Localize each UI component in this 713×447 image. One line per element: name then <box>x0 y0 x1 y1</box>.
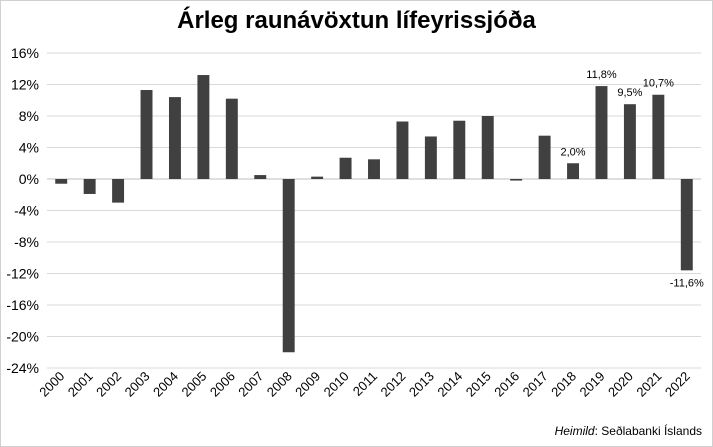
bar <box>510 179 523 181</box>
bar <box>481 116 494 179</box>
data-label: 9,5% <box>617 87 642 99</box>
x-tick-label: 2018 <box>548 369 579 400</box>
x-tick-label: 2020 <box>605 369 636 400</box>
source-label: Heimild <box>554 424 595 438</box>
x-tick-label: 2017 <box>520 369 551 400</box>
bar <box>112 179 125 203</box>
x-tick-label: 2003 <box>122 369 153 400</box>
x-tick-label: 2014 <box>434 369 465 400</box>
source-note: Heimild: Seðlabanki Íslands <box>555 424 702 438</box>
x-tick-label: 2001 <box>65 369 96 400</box>
bar <box>254 175 267 179</box>
bar <box>168 97 181 179</box>
bar <box>368 159 380 179</box>
bar <box>538 135 551 179</box>
bar <box>55 179 68 184</box>
data-label: 11,8% <box>586 69 617 81</box>
y-tick-label: -8% <box>14 234 39 250</box>
chart-title: Árleg raunávöxtun lífeyrissjóða <box>177 7 536 34</box>
bar <box>652 94 665 179</box>
bar <box>225 98 238 179</box>
y-tick-label: 12% <box>11 77 39 93</box>
y-tick-label: 0% <box>19 171 39 187</box>
x-tick-label: 2019 <box>577 369 608 400</box>
x-tick-label: 2006 <box>207 369 238 400</box>
y-tick-label: 8% <box>19 108 39 124</box>
bar <box>623 104 636 179</box>
x-tick-label: 2010 <box>321 369 352 400</box>
y-tick-label: -16% <box>6 297 39 313</box>
bar <box>83 179 96 194</box>
x-tick-label: 2009 <box>292 369 323 400</box>
bar <box>140 90 153 179</box>
bar <box>595 86 608 179</box>
y-tick-label: -4% <box>14 203 39 219</box>
bar <box>282 179 295 353</box>
bar <box>339 157 352 179</box>
bar <box>680 179 693 271</box>
x-tick-label: 2004 <box>150 369 181 400</box>
x-tick-label: 2013 <box>406 369 437 400</box>
bar <box>453 120 466 179</box>
bar <box>567 163 580 179</box>
y-tick-label: 16% <box>11 45 39 61</box>
bar <box>311 176 324 179</box>
data-label: 10,7% <box>643 78 674 90</box>
x-tick-label: 2022 <box>662 369 693 400</box>
x-tick-label: 2012 <box>377 369 408 400</box>
x-tick-label: 2016 <box>491 369 522 400</box>
y-tick-label: 4% <box>19 140 39 156</box>
y-tick-label: -12% <box>6 266 39 282</box>
x-tick-label: 2002 <box>93 369 124 400</box>
bar <box>396 121 409 179</box>
x-tick-label: 2007 <box>235 369 266 400</box>
x-tick-label: 2000 <box>36 369 67 400</box>
x-tick-label: 2011 <box>350 369 380 399</box>
bar <box>424 136 437 179</box>
x-tick-label: 2015 <box>463 369 494 400</box>
data-label: 2,0% <box>561 146 586 158</box>
data-label: -11,6% <box>670 277 704 289</box>
y-tick-label: -24% <box>6 360 39 376</box>
bar <box>197 75 210 179</box>
y-tick-label: -20% <box>6 329 39 345</box>
x-tick-label: 2021 <box>633 369 664 400</box>
x-tick-label: 2008 <box>264 369 295 400</box>
source-text: : Seðlabanki Íslands <box>594 424 702 438</box>
x-tick-label: 2005 <box>178 369 209 400</box>
